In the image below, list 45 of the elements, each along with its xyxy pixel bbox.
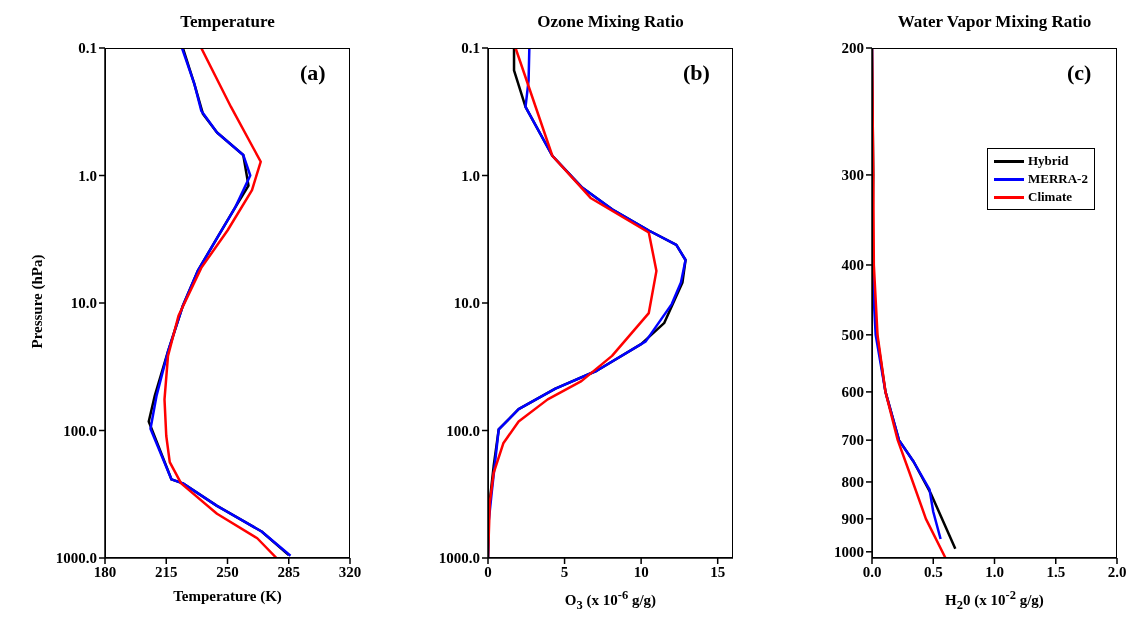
y-tick-label: 400 (841, 257, 864, 274)
x-tick-label: 250 (216, 563, 239, 580)
y-axis-title: Pressure (hPa) (28, 253, 46, 351)
x-axis-title: Temperature (K) (172, 588, 283, 605)
y-tick-label: 100.0 (63, 422, 97, 439)
legend-label: MERRA-2 (1028, 170, 1088, 188)
y-tick-label: 700 (841, 432, 864, 449)
legend-label: Hybrid (1028, 152, 1069, 170)
chart-title: Ozone Mixing Ratio (536, 12, 685, 32)
x-tick-label: 5 (560, 563, 569, 580)
x-tick-label: 0.5 (923, 563, 943, 580)
y-tick-label: 100.0 (446, 422, 480, 439)
y-tick-label: 300 (841, 167, 864, 184)
legend-label: Climate (1028, 188, 1073, 206)
y-tick-label: 1.0 (461, 167, 480, 184)
x-axis-title: O$_{3}$ (x 10$^{-6}$ g/g) (563, 588, 658, 613)
annotation: (a) (300, 60, 326, 86)
annotation: (b) (683, 60, 710, 86)
y-tick-label: 800 (841, 474, 864, 491)
y-tick-label: 600 (841, 384, 864, 401)
annotation: (c) (1067, 60, 1092, 86)
y-tick-label: 0.1 (461, 40, 480, 57)
y-tick-label: 1000.0 (438, 550, 480, 567)
y-tick-label: 10.0 (70, 295, 97, 312)
y-tick-label: 1000 (834, 544, 864, 561)
y-tick-label: 900 (841, 511, 864, 528)
x-tick-label: 1.5 (1046, 563, 1066, 580)
x-tick-label: 215 (155, 563, 178, 580)
x-tick-label: 285 (277, 563, 300, 580)
x-axis-title: H$_{2}$0 (x 10$^{-2}$ g/g) (944, 588, 1045, 613)
line-series (163, 48, 278, 558)
y-tick-label: 500 (841, 327, 864, 344)
y-tick-label: 200 (841, 40, 864, 57)
y-tick-label: 0.1 (78, 40, 97, 57)
chart-title: Temperature (179, 12, 276, 32)
x-tick-label: 0 (484, 563, 492, 580)
x-tick-label: 15 (710, 563, 726, 580)
y-tick-label: 1.0 (78, 167, 97, 184)
x-tick-label: 1.0 (985, 563, 1004, 580)
y-tick-label: 10.0 (453, 295, 480, 312)
x-tick-label: 10 (633, 563, 649, 580)
chart-title: Water Vapor Mixing Ratio (896, 12, 1093, 32)
x-tick-label: 0.0 (862, 563, 882, 580)
x-tick-label: 2.0 (1107, 563, 1127, 580)
x-tick-label: 320 (338, 563, 362, 580)
